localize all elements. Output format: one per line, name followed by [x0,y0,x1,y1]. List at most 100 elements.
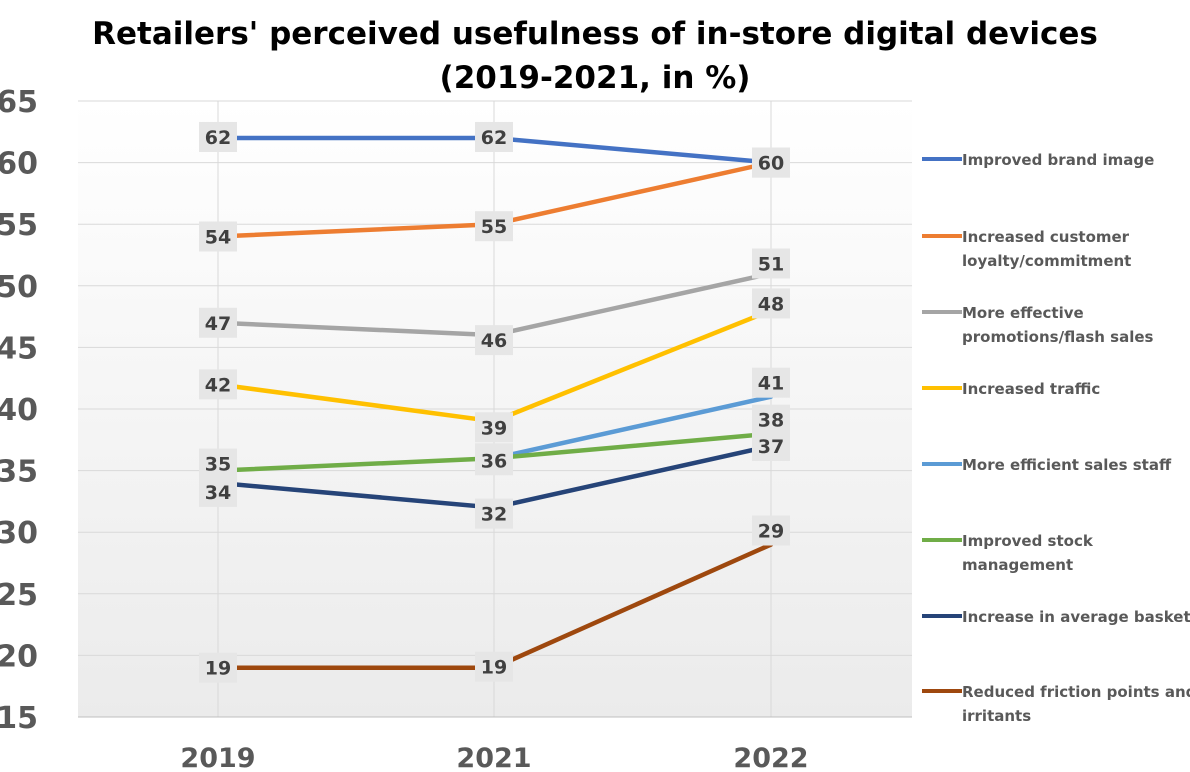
data-label-text: 54 [205,227,231,249]
y-tick-label: 20 [0,639,38,674]
data-label: 38 [752,404,790,435]
data-label: 32 [475,498,513,529]
data-label: 62 [475,121,513,152]
data-label: 41 [752,367,790,398]
data-label-text: 35 [205,454,231,476]
legend-label: More effective [962,304,1084,322]
data-label: 37 [752,430,790,461]
data-label-box [475,121,513,152]
x-tick-label: 2021 [456,743,531,772]
data-label-box [475,498,513,529]
data-label-box [475,211,513,242]
data-label-box [199,221,237,252]
data-label: 39 [475,412,513,443]
legend-item: Improved brand image [922,151,1154,169]
y-tick-label: 45 [0,331,38,366]
y-tick-label: 15 [0,701,38,736]
data-label: 35 [199,448,237,479]
legend-item: More effective promotions/flash sales [922,304,1154,346]
data-label-text: 29 [758,521,784,543]
legend-label: Increased customer [962,228,1130,246]
legend-item: Improved stock management [922,532,1094,574]
data-label-box [475,412,513,443]
legend-item: Increased customer loyalty/commitment [922,228,1131,270]
data-label-box [199,476,237,507]
data-label-box [199,121,237,152]
legend-item: Increase in average basket [922,608,1190,626]
data-label-box [752,288,790,319]
data-label-text: 55 [481,216,507,238]
data-label-box [752,430,790,461]
data-label: 51 [752,248,790,279]
data-label: 34 [199,476,237,507]
y-tick-label: 50 [0,270,38,305]
legend-label: Increased traffic [962,380,1100,398]
data-label: 47 [199,307,237,338]
data-label-text: 38 [758,410,784,432]
data-label: 46 [475,325,513,356]
chart-subtitle: (2019-2021, in %) [439,60,751,96]
data-label-text: 51 [758,253,784,275]
data-label-box [199,652,237,683]
legend-label: More efficient sales staff [962,456,1172,474]
y-tick-label: 55 [0,208,38,243]
data-label: 60 [752,147,790,178]
data-label: 19 [199,652,237,683]
data-label-text: 19 [481,657,507,679]
data-label-text: 19 [205,658,231,680]
data-label-text: 32 [481,504,507,526]
legend-label: Improved brand image [962,151,1154,169]
legend-label: management [962,556,1073,574]
legend-label: loyalty/commitment [962,252,1131,270]
data-label-box [475,445,513,476]
chart-title: Retailers' perceived usefulness of in-st… [0,12,1190,100]
legend-item: Reduced friction points and irritants [922,683,1190,725]
x-tick-label: 2019 [180,743,255,772]
data-label: 42 [199,369,237,400]
data-label-box [199,369,237,400]
data-label-text: 62 [481,127,507,149]
data-label-box [199,448,237,479]
series-line [491,394,774,461]
y-tick-label: 65 [0,85,38,120]
data-label-text: 34 [205,482,231,504]
chart-title-line1: Retailers' perceived usefulness of in-st… [92,16,1098,52]
data-label: 19 [475,651,513,682]
data-label-box [752,367,790,398]
data-label-text: 62 [205,127,231,149]
data-label-text: 39 [481,417,507,439]
data-label: 62 [199,121,237,152]
y-tick-label: 25 [0,578,38,613]
data-label-box [752,147,790,178]
legend-item: Increased traffic [922,380,1100,398]
data-label-text: 41 [758,373,784,395]
legend-label: irritants [962,707,1031,725]
data-label-text: 36 [481,450,507,472]
data-label: 54 [199,221,237,252]
data-label: 36 [475,445,513,476]
data-label: 29 [752,515,790,546]
y-tick-label: 30 [0,516,38,551]
data-label: 48 [752,288,790,319]
data-label-box [752,404,790,435]
data-label-box [199,307,237,338]
legend-label: Increase in average basket [962,608,1190,626]
legend-label: promotions/flash sales [962,328,1154,346]
data-label-text: 60 [758,153,784,175]
legend-label: Improved stock [962,532,1094,550]
data-label-box [752,515,790,546]
legend-label: Reduced friction points and [962,683,1190,701]
data-label: 55 [475,211,513,242]
data-label-text: 47 [205,313,231,335]
data-label-box [752,248,790,279]
legend-item: More efficient sales staff [922,456,1172,474]
data-label-box [475,651,513,682]
data-label-text: 46 [481,330,507,352]
y-tick-label: 60 [0,147,38,182]
data-label-text: 42 [205,374,231,396]
data-label-text: 48 [758,293,784,315]
data-label-text: 37 [758,436,784,458]
data-label-box [475,325,513,356]
x-tick-label: 2022 [733,743,808,772]
